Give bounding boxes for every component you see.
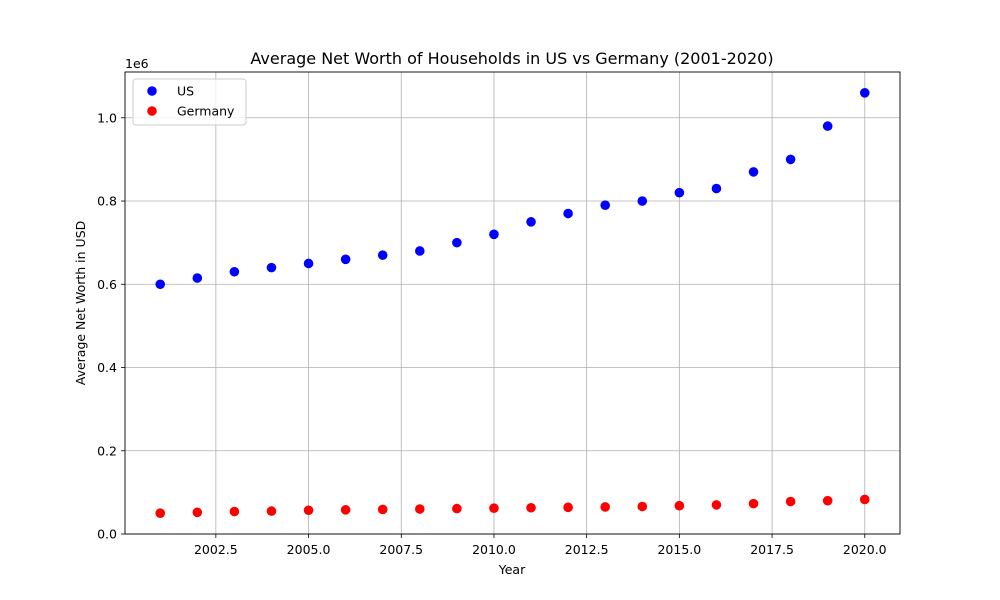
data-point-us: [859, 88, 870, 98]
y-tick-label: 0.2: [97, 443, 117, 458]
data-point-us: [377, 250, 388, 260]
data-point-germany: [748, 498, 759, 509]
data-point-us: [563, 208, 573, 219]
axes: 2002.5 2005.0 2007.5 2010.0 2012.5 2015.0 2017…: [97, 71, 901, 557]
legend-marker-us: [147, 86, 157, 96]
data-point-germany: [377, 504, 388, 515]
data-point-us: [452, 237, 462, 248]
data-point-germany: [414, 504, 425, 514]
data-point-germany: [822, 495, 833, 506]
y-tick-label: 1.0: [97, 110, 117, 125]
data-points: [155, 88, 870, 518]
data-point-us: [711, 183, 722, 194]
data-point-us: [414, 246, 425, 256]
data-point-us: [489, 229, 499, 240]
data-point-germany: [674, 500, 685, 511]
data-point-germany: [711, 500, 722, 510]
x-tick-label: 2010.0: [472, 542, 516, 557]
legend: US Germany: [132, 78, 247, 126]
data-point-us: [266, 262, 277, 273]
data-point-us: [340, 254, 351, 265]
y-offset-label: 1e6: [125, 56, 149, 71]
y-tick-label: 0.0: [97, 527, 117, 542]
data-point-us: [600, 200, 611, 210]
plot-frame: [124, 71, 901, 535]
data-point-us: [637, 196, 648, 206]
data-point-us: [674, 187, 685, 198]
data-point-germany: [303, 505, 314, 516]
legend-label-germany: Germany: [177, 104, 235, 119]
x-tick-label: 2007.5: [379, 542, 423, 557]
data-point-germany: [785, 496, 796, 507]
data-point-germany: [637, 501, 648, 512]
y-tick-label: 0.6: [97, 277, 117, 292]
legend-marker-germany: [147, 106, 157, 116]
x-tick-label: 2012.5: [565, 542, 609, 557]
data-point-us: [526, 217, 536, 227]
data-point-germany: [340, 505, 351, 515]
data-point-germany: [229, 506, 240, 517]
data-point-germany: [563, 502, 573, 513]
data-point-germany: [155, 508, 166, 518]
x-tick-label: 2002.5: [194, 542, 238, 557]
y-tick-label: 0.8: [97, 194, 117, 209]
y-tick-label: 0.4: [97, 360, 117, 375]
data-point-us: [822, 121, 833, 131]
data-point-germany: [266, 506, 277, 516]
data-point-germany: [192, 507, 203, 518]
data-point-germany: [452, 503, 462, 514]
data-point-us: [192, 273, 203, 283]
data-point-germany: [526, 502, 536, 513]
data-point-germany: [489, 503, 499, 513]
data-point-us: [303, 258, 314, 269]
data-point-us: [229, 266, 240, 277]
x-tick-label: 2005.0: [287, 542, 331, 557]
data-point-us: [748, 167, 759, 177]
data-point-us: [785, 154, 796, 165]
y-axis-label: Average Net Worth in USD: [73, 221, 88, 386]
data-point-us: [155, 279, 166, 290]
x-axis-label: Year: [498, 562, 526, 577]
data-point-germany: [859, 494, 870, 505]
data-point-germany: [600, 502, 611, 512]
legend-box: [132, 78, 247, 126]
x-tick-label: 2020.0: [843, 542, 887, 557]
x-tick-label: 2017.5: [750, 542, 794, 557]
legend-label-us: US: [177, 84, 194, 99]
x-tick-label: 2015.0: [657, 542, 701, 557]
chart-title: Average Net Worth of Households in US vs…: [250, 49, 773, 68]
